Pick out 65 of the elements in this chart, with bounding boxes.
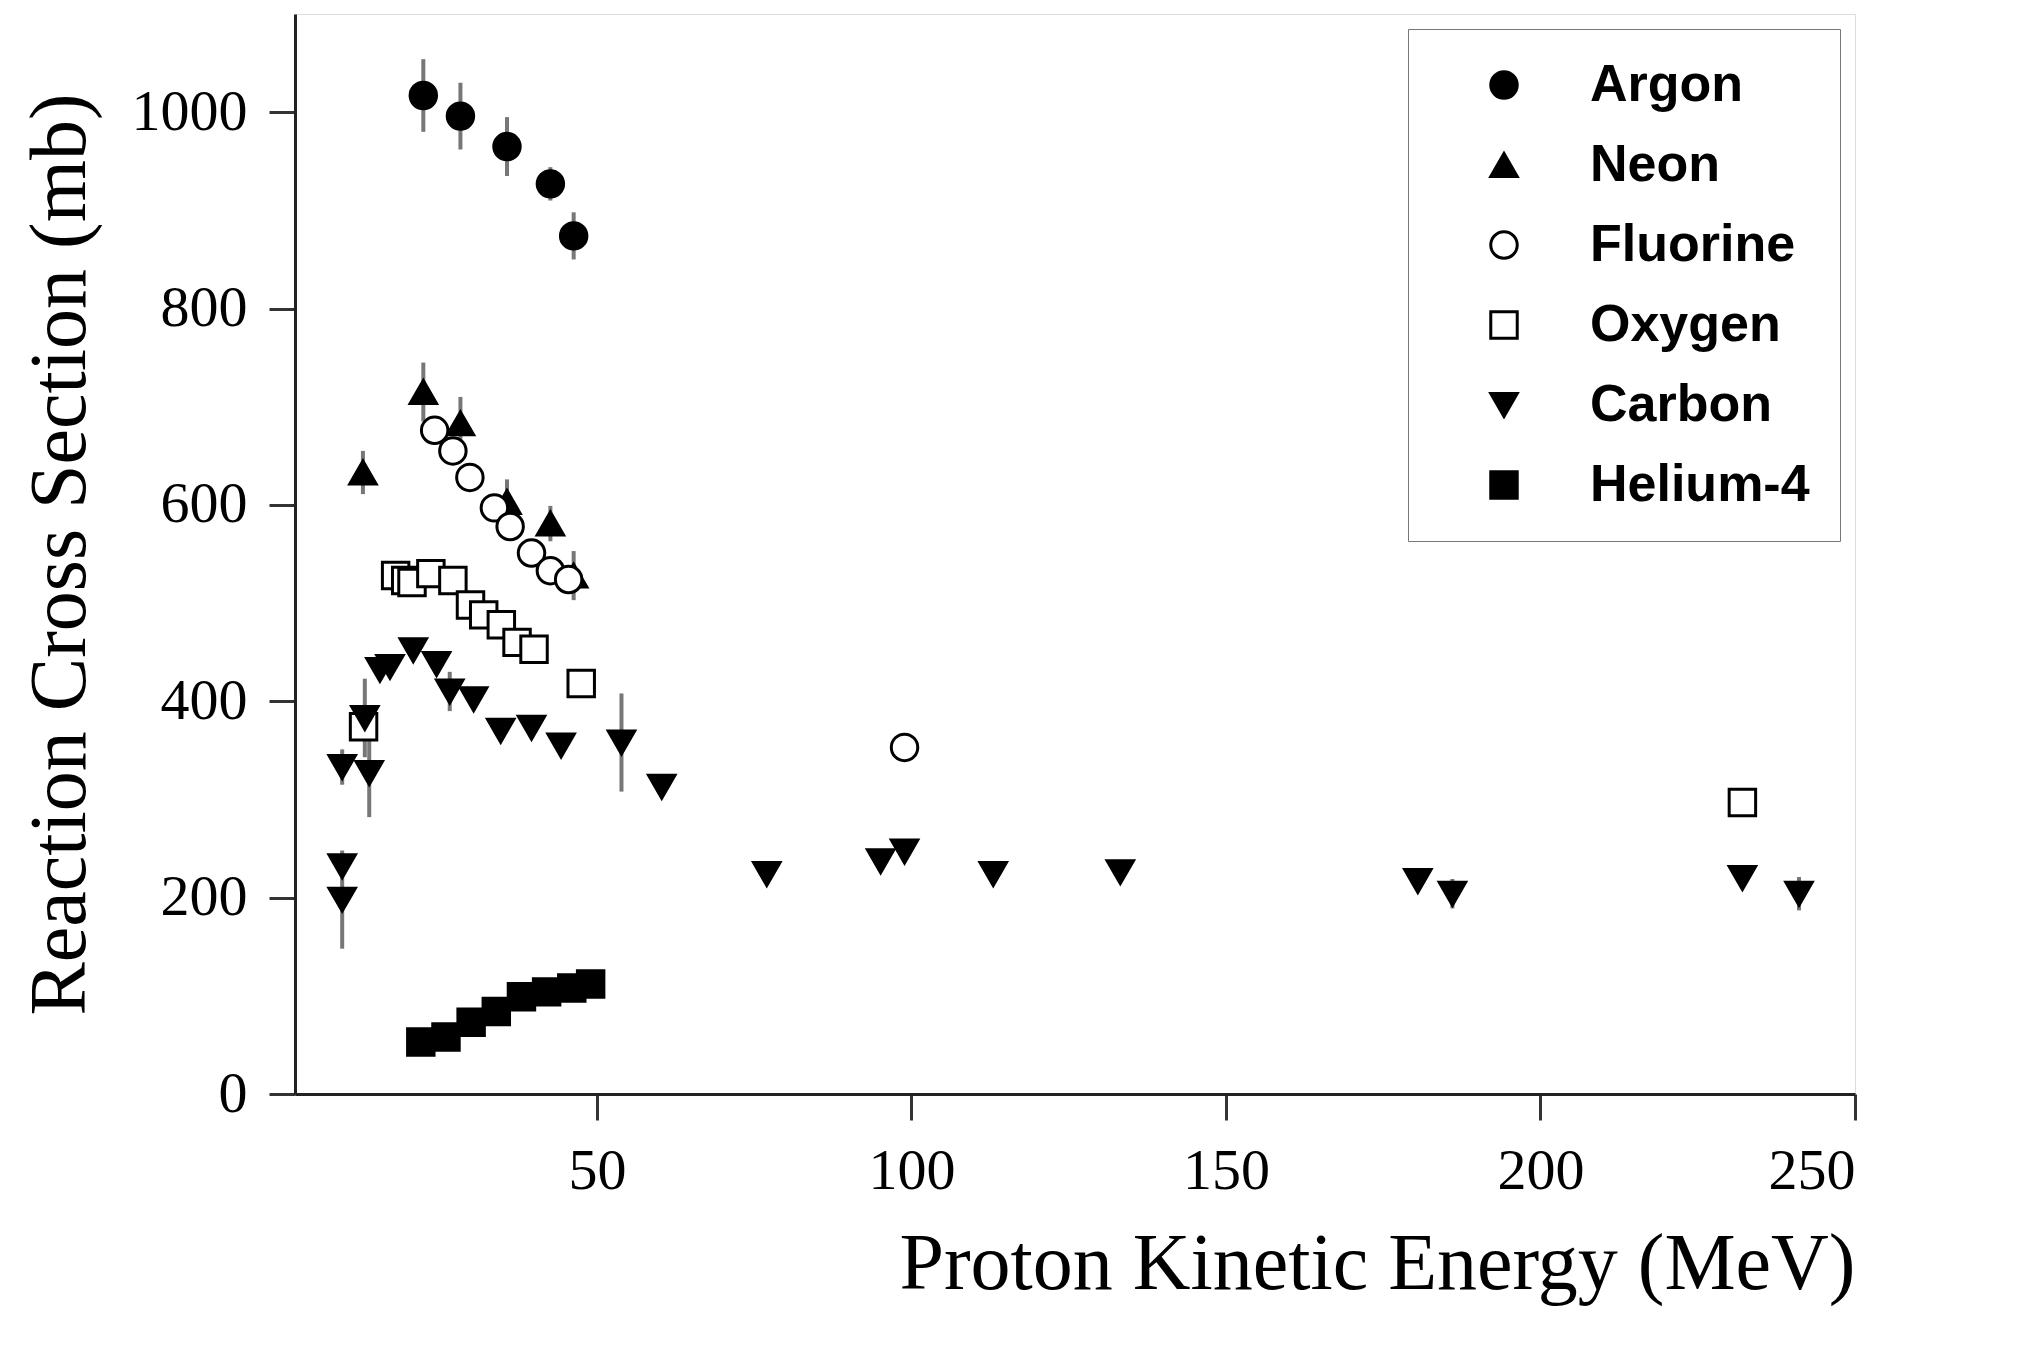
point: [752, 861, 782, 888]
point: [1784, 880, 1814, 907]
point: [1437, 880, 1468, 907]
point: [1727, 787, 1758, 818]
point: [354, 759, 384, 786]
point: [506, 982, 537, 1012]
point: [438, 436, 468, 466]
point: [978, 861, 1008, 888]
point: [546, 732, 576, 759]
point: [535, 169, 566, 199]
y-axis-title: Reaction Cross Section (mb): [13, 93, 103, 1016]
point: [327, 886, 357, 913]
x-tick-label: 250: [1768, 1136, 1856, 1202]
point: [566, 668, 596, 699]
y-tick-label: 800: [160, 274, 248, 340]
legend-label: Helium-4: [1590, 454, 1810, 512]
point: [575, 969, 606, 999]
point: [519, 634, 549, 664]
point: [1727, 865, 1758, 891]
point: [406, 1027, 436, 1057]
point: [558, 221, 589, 251]
point: [481, 996, 512, 1027]
y-tick-label: 1000: [131, 77, 248, 143]
point: [535, 510, 566, 537]
point: [408, 379, 439, 405]
point: [438, 565, 468, 596]
y-tick-label: 600: [160, 470, 248, 536]
point: [435, 678, 465, 705]
x-tick-label: 50: [568, 1136, 627, 1202]
point: [375, 653, 405, 680]
x-tick-label: 150: [1182, 1136, 1270, 1202]
point: [492, 131, 522, 162]
point: [516, 714, 547, 741]
x-tick-label: 200: [1497, 1136, 1585, 1202]
legend-label: Neon: [1590, 134, 1720, 192]
legend-label: Oxygen: [1590, 294, 1781, 352]
point: [348, 459, 378, 486]
y-tick-label: 0: [218, 1059, 248, 1125]
point: [398, 637, 428, 664]
point: [479, 493, 510, 523]
legend-label: Carbon: [1590, 374, 1772, 432]
point: [445, 101, 476, 131]
x-tick-label: 100: [868, 1136, 956, 1202]
point: [421, 651, 452, 677]
point: [445, 410, 476, 437]
point: [456, 1007, 486, 1038]
point: [1105, 859, 1136, 886]
point: [458, 686, 489, 713]
x-axis-title: Proton Kinetic Energy (MeV): [899, 1217, 1856, 1307]
point: [606, 729, 637, 756]
point: [485, 717, 516, 744]
y-tick-label: 200: [160, 863, 248, 929]
point: [431, 1022, 461, 1052]
y-tick-label: 400: [160, 666, 248, 732]
point: [865, 848, 896, 875]
point: [327, 754, 357, 781]
point: [553, 564, 584, 595]
point: [408, 80, 439, 111]
point: [350, 705, 380, 731]
point: [327, 853, 357, 880]
point: [889, 838, 920, 865]
legend-label: Argon: [1590, 54, 1744, 112]
legend-label: Fluorine: [1590, 214, 1796, 272]
point: [1403, 867, 1433, 894]
point: [647, 773, 677, 800]
